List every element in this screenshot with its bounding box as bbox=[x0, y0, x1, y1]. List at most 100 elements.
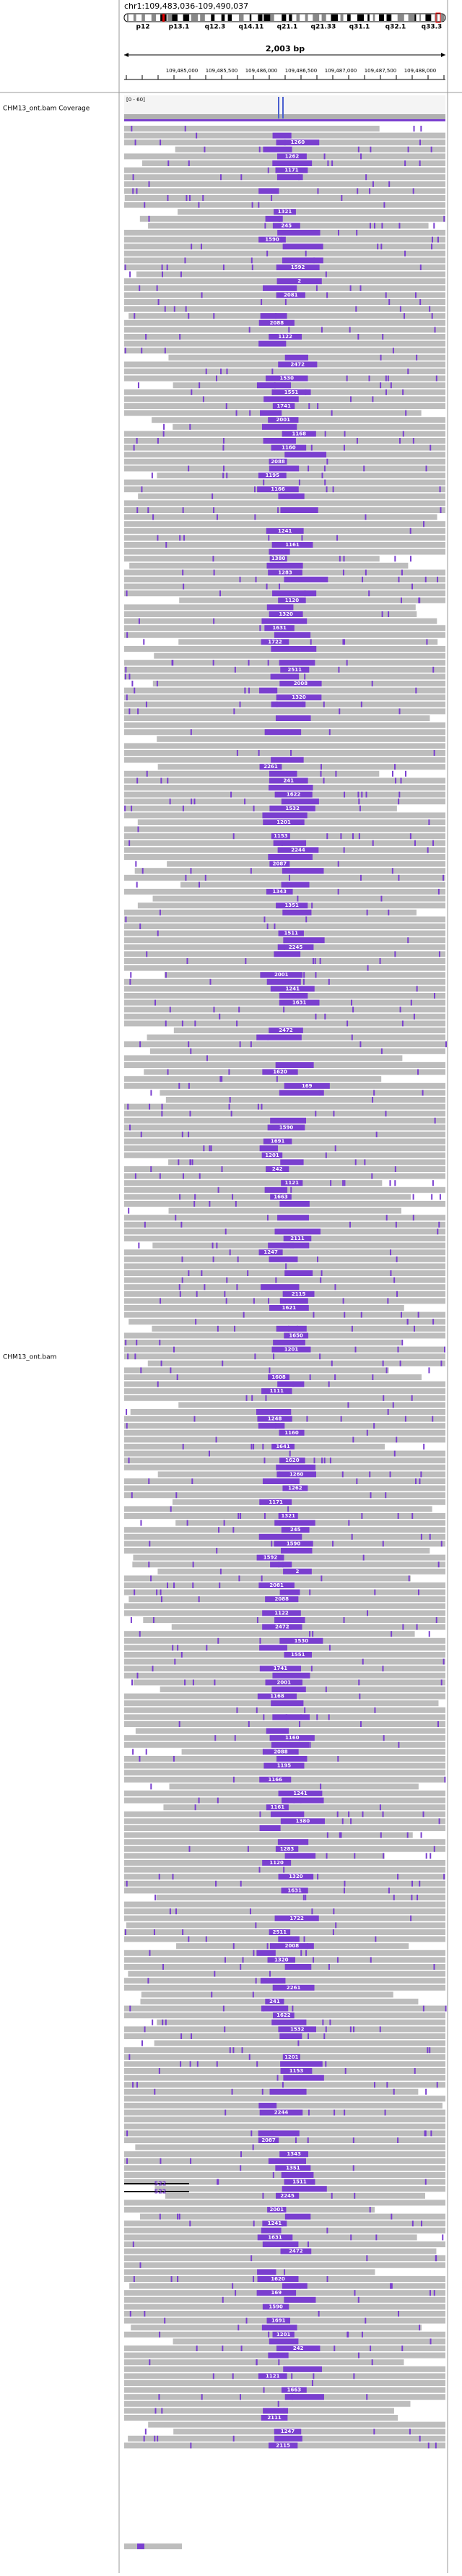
insertion-mark bbox=[240, 2151, 243, 2158]
insertion bbox=[259, 764, 282, 770]
insertion-mark bbox=[156, 681, 158, 686]
insertion-mark bbox=[399, 306, 401, 312]
insertion-mark bbox=[373, 1090, 375, 1096]
insertion bbox=[269, 777, 308, 784]
insertion-mark bbox=[329, 1457, 331, 1464]
insertion-mark bbox=[204, 1284, 206, 1291]
insertion-label: 1201 bbox=[284, 1347, 299, 1353]
insertion bbox=[265, 1596, 299, 1603]
insertion-mark bbox=[354, 1346, 357, 1353]
insertion bbox=[269, 1929, 291, 1935]
insertion-mark bbox=[181, 1256, 183, 1262]
insertion-mark bbox=[352, 1007, 354, 1013]
insertion-label: 1551 bbox=[291, 1652, 305, 1658]
insertion-label: 1262 bbox=[285, 153, 300, 159]
insertion-mark bbox=[188, 465, 190, 472]
insertion-mark bbox=[316, 1714, 318, 1720]
read bbox=[124, 1249, 445, 1256]
insertion-mark bbox=[348, 1520, 350, 1526]
insertion bbox=[271, 646, 317, 652]
insertion-mark bbox=[363, 465, 365, 472]
insertion-mark bbox=[374, 1589, 376, 1595]
insertion-mark bbox=[219, 1582, 221, 1588]
insertion-mark bbox=[422, 2005, 424, 2012]
insertion-mark bbox=[205, 369, 207, 374]
insertion-mark bbox=[219, 1013, 221, 1020]
insertion-mark bbox=[216, 514, 218, 520]
insertion-mark bbox=[439, 486, 441, 493]
insertion-mark bbox=[132, 2241, 134, 2247]
insertion bbox=[282, 1291, 315, 1297]
insertion-mark bbox=[199, 382, 201, 389]
insertion-mark bbox=[182, 1173, 184, 1179]
insertion-mark bbox=[233, 708, 235, 715]
insertion bbox=[274, 209, 296, 215]
insertion-mark bbox=[147, 507, 149, 513]
insertion-mark bbox=[352, 1436, 354, 1443]
insertion-mark bbox=[180, 271, 182, 277]
band bbox=[419, 14, 422, 21]
insertion-mark bbox=[314, 958, 316, 964]
insertion-mark bbox=[178, 1721, 180, 1727]
insertion bbox=[276, 1756, 306, 1762]
insertion-mark bbox=[143, 2435, 145, 2442]
insertion-mark bbox=[391, 2283, 393, 2289]
insertion bbox=[262, 2241, 299, 2247]
insertion-mark bbox=[184, 257, 186, 264]
insertion-mark bbox=[414, 2068, 416, 2074]
read bbox=[124, 1132, 445, 1137]
insertion-label: 2001 bbox=[270, 2207, 284, 2213]
insertion-mark bbox=[232, 2283, 234, 2289]
insertion bbox=[269, 1305, 309, 1311]
insertion-mark bbox=[125, 666, 127, 673]
insertion-mark bbox=[404, 313, 406, 319]
insertion-mark bbox=[328, 729, 331, 736]
insertion-mark bbox=[398, 223, 401, 229]
insertion-mark bbox=[180, 1652, 183, 1658]
insertion-mark bbox=[399, 1360, 401, 1366]
insertion-mark bbox=[385, 1215, 388, 1221]
insertion-mark bbox=[320, 770, 322, 777]
insertion-label: 2088 bbox=[271, 459, 285, 465]
insertion-mark bbox=[312, 958, 314, 964]
insertion-mark bbox=[204, 874, 206, 881]
insertion-mark bbox=[409, 833, 411, 840]
insertion bbox=[269, 556, 287, 562]
insertion-mark bbox=[165, 972, 167, 978]
insertion-mark bbox=[263, 2387, 265, 2393]
insertion bbox=[269, 2442, 298, 2449]
insertion-mark bbox=[299, 1721, 301, 1727]
insertion bbox=[272, 223, 300, 229]
read bbox=[124, 2415, 398, 2421]
insertion-mark bbox=[247, 1270, 249, 1276]
insertion-mark bbox=[423, 1444, 425, 1449]
insertion-mark bbox=[136, 882, 138, 888]
insertion-mark bbox=[357, 334, 359, 340]
insertion-mark bbox=[414, 1325, 416, 1332]
insertion-label: 1160 bbox=[285, 1735, 300, 1741]
insertion-mark bbox=[136, 188, 138, 194]
insertion-mark bbox=[161, 1103, 163, 1110]
insertion-mark bbox=[432, 1180, 434, 1186]
insertion-label: 1722 bbox=[289, 1916, 304, 1921]
insertion bbox=[281, 882, 310, 888]
insertion-mark bbox=[148, 1478, 150, 1484]
insertion-mark bbox=[401, 2345, 404, 2351]
insertion-mark bbox=[407, 146, 409, 152]
insertion-mark bbox=[179, 1194, 181, 1200]
insertion bbox=[258, 687, 278, 694]
insertion bbox=[276, 1325, 307, 1332]
insertion-label: 1551 bbox=[284, 389, 299, 395]
insertion bbox=[266, 1166, 289, 1172]
insertion bbox=[270, 673, 300, 680]
insertion-mark bbox=[239, 577, 241, 582]
insertion-mark bbox=[149, 1541, 151, 1547]
insertion-label: 2001 bbox=[274, 972, 289, 978]
insertion-mark bbox=[160, 2158, 162, 2164]
deletion-line bbox=[124, 2183, 189, 2184]
insertion-mark bbox=[356, 438, 358, 444]
insertion-mark bbox=[182, 1929, 184, 1935]
insertion-mark bbox=[126, 1423, 128, 1429]
insertion-mark bbox=[339, 708, 341, 715]
